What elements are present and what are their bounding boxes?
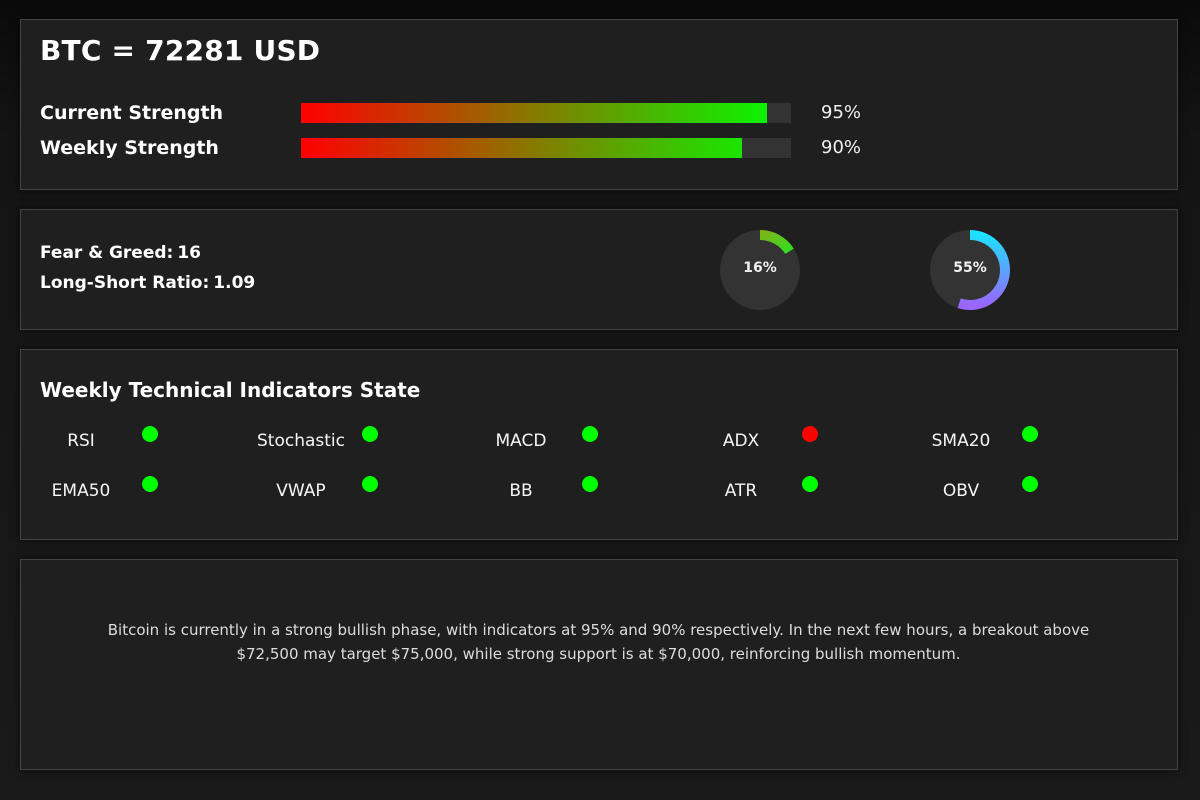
- gauge-percent: 16%: [743, 260, 777, 276]
- indicator-status-dot: [142, 476, 158, 492]
- indicator-label: OBV: [942, 481, 980, 501]
- strength-label: Weekly Strength: [40, 137, 219, 159]
- indicator-obv: OBV: [901, 476, 1121, 506]
- indicators-panel: Weekly Technical Indicators State RSI St…: [20, 349, 1178, 540]
- summary-panel: Bitcoin is currently in a strong bullish…: [20, 559, 1178, 770]
- indicator-vwap: VWAP: [241, 476, 461, 506]
- long-short-gauge: 55%: [929, 229, 1011, 311]
- fear-greed-label: Fear & Greed:: [40, 243, 174, 263]
- strength-bar-track: [301, 103, 791, 123]
- strength-row-weekly: Weekly Strength 90%: [40, 136, 1140, 160]
- page-title: BTC = 72281 USD: [40, 34, 321, 67]
- indicator-label: MACD: [495, 431, 547, 451]
- indicator-label: ADX: [722, 431, 760, 451]
- indicator-label: SMA20: [931, 431, 991, 451]
- long-short-label: Long-Short Ratio:: [40, 273, 210, 293]
- indicator-status-dot: [802, 476, 818, 492]
- indicator-status-dot: [802, 426, 818, 442]
- indicator-label: ATR: [724, 481, 758, 501]
- sentiment-panel: Fear & Greed: 16 Long-Short Ratio: 1.09 16…: [20, 209, 1178, 330]
- indicator-label: BB: [509, 481, 533, 501]
- indicator-status-dot: [362, 426, 378, 442]
- strength-percent: 90%: [821, 137, 862, 158]
- strength-bar-fill: [301, 103, 767, 123]
- strength-row-current: Current Strength 95%: [40, 101, 1140, 125]
- indicator-status-dot: [582, 476, 598, 492]
- summary-text: Bitcoin is currently in a strong bullish…: [107, 621, 1090, 663]
- fear-greed-line: Fear & Greed: 16: [40, 243, 201, 263]
- indicator-status-dot: [1022, 426, 1038, 442]
- gauge-arc: [759, 230, 794, 255]
- indicator-ema50: EMA50: [21, 476, 241, 506]
- indicators-title: Weekly Technical Indicators State: [40, 378, 421, 402]
- gauge-ring: [720, 230, 800, 310]
- indicator-label: RSI: [67, 431, 95, 451]
- indicator-status-dot: [1022, 476, 1038, 492]
- indicator-adx: ADX: [681, 426, 901, 456]
- strength-bar-fill: [301, 138, 742, 158]
- indicator-rsi: RSI: [21, 426, 241, 456]
- gauge-arc: [957, 230, 1010, 310]
- indicator-label: Stochastic: [257, 431, 345, 451]
- indicator-label: VWAP: [276, 481, 326, 501]
- indicator-sma20: SMA20: [901, 426, 1121, 456]
- indicator-status-dot: [362, 476, 378, 492]
- indicator-stochastic: Stochastic: [241, 426, 461, 456]
- long-short-line: Long-Short Ratio: 1.09: [40, 273, 255, 293]
- indicator-status-dot: [582, 426, 598, 442]
- price-strength-panel: BTC = 72281 USD Current Strength 95% Wee…: [20, 19, 1178, 190]
- strength-label: Current Strength: [40, 102, 224, 124]
- strength-bar-track: [301, 138, 791, 158]
- indicator-status-dot: [142, 426, 158, 442]
- strength-percent: 95%: [821, 102, 862, 123]
- indicator-label: EMA50: [51, 481, 111, 501]
- indicator-bb: BB: [461, 476, 681, 506]
- indicator-macd: MACD: [461, 426, 681, 456]
- gauge-ring: [930, 230, 1010, 310]
- fear-greed-gauge: 16%: [719, 229, 801, 311]
- long-short-value: 1.09: [213, 273, 256, 293]
- indicator-atr: ATR: [681, 476, 901, 506]
- gauge-percent: 55%: [953, 260, 987, 276]
- fear-greed-value: 16: [177, 243, 202, 263]
